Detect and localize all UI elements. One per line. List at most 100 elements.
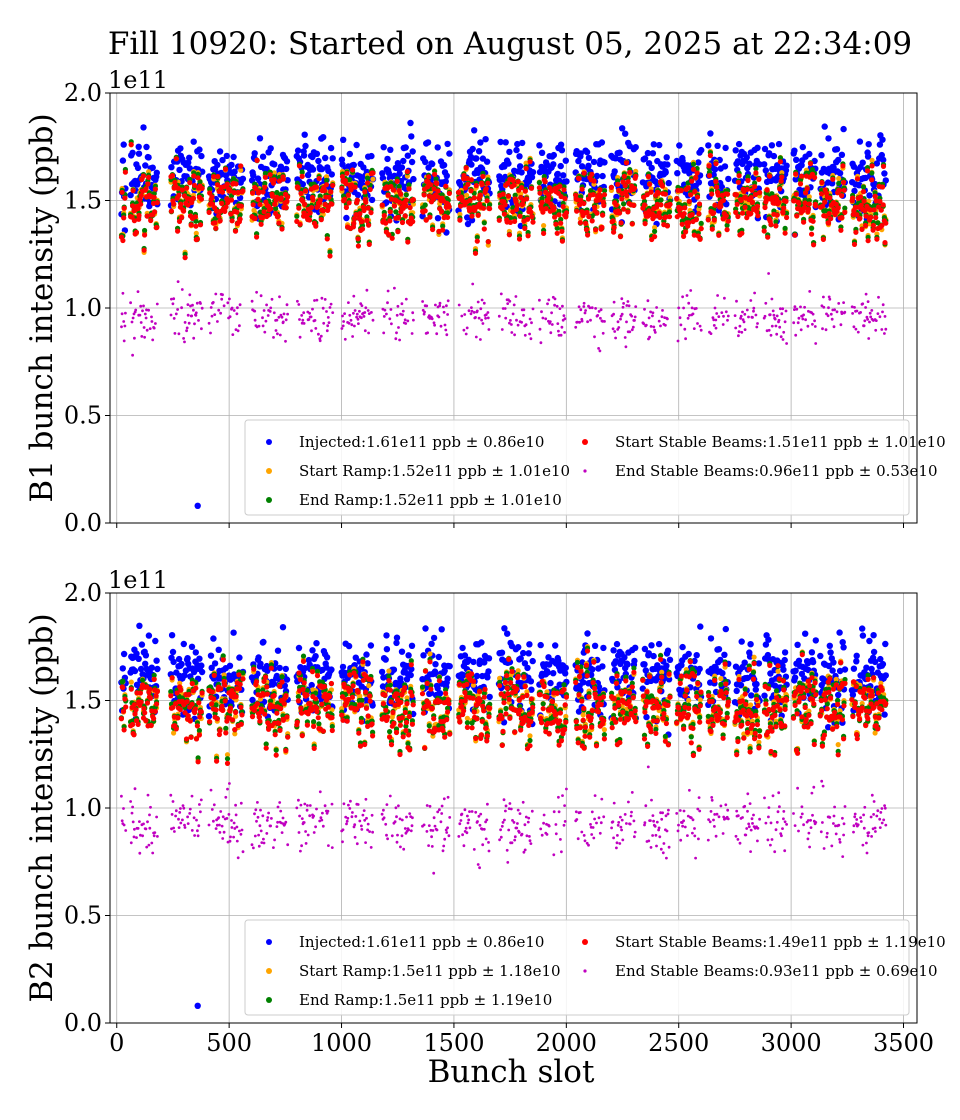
- b1-point-injected: [134, 181, 141, 188]
- b1-point-start-stable: [233, 181, 239, 187]
- b1-point-start-stable: [679, 221, 685, 227]
- b1-point-injected: [145, 154, 152, 161]
- b1-point-start-stable: [611, 225, 617, 231]
- b1-point-end-stable: [510, 331, 514, 334]
- b1-point-end-stable: [301, 318, 305, 322]
- b1-point-injected: [825, 135, 832, 142]
- b2-point-injected: [207, 652, 215, 659]
- b1-point-end-stable: [558, 307, 562, 310]
- b1-point-injected: [300, 152, 308, 159]
- b1-point-start-stable: [480, 205, 487, 211]
- b1-point-injected: [129, 149, 136, 156]
- b1-point-start-stable: [367, 186, 373, 193]
- b1-point-start-stable: [322, 188, 328, 194]
- b1-point-start-stable: [739, 230, 745, 236]
- b1-point-end-stable: [172, 317, 176, 320]
- b1-point-injected: [471, 127, 478, 134]
- b2-point-injected: [478, 639, 485, 646]
- b2-point-injected: [504, 630, 511, 637]
- b1-point-injected: [880, 156, 887, 164]
- b1-point-start-stable: [328, 189, 334, 195]
- b1-point-end-ramp: [294, 213, 300, 219]
- b1-point-end-stable: [767, 272, 770, 275]
- b1-point-end-stable: [351, 335, 354, 338]
- b1-point-end-stable: [522, 313, 525, 317]
- b1-point-start-stable: [711, 210, 717, 216]
- b1-point-start-stable: [585, 232, 591, 238]
- b2-point-injected: [435, 653, 442, 661]
- b1-point-start-stable: [735, 179, 742, 185]
- b1-point-start-stable: [252, 215, 258, 222]
- b1-point-end-stable: [822, 295, 825, 299]
- b1-point-start-stable: [224, 181, 230, 187]
- b1-point-end-stable: [445, 304, 448, 308]
- b2-point-injected: [525, 650, 532, 657]
- b1-point-start-stable: [802, 200, 808, 206]
- b2-point-injected: [470, 658, 477, 666]
- b1-point-end-stable: [235, 312, 239, 316]
- b1-point-start-stable: [647, 181, 653, 187]
- b1-point-injected: [538, 149, 546, 156]
- b1-point-end-stable: [382, 315, 386, 318]
- b1-point-end-stable: [433, 323, 436, 327]
- b1-point-end-stable: [557, 329, 560, 333]
- b1-point-end-stable: [763, 314, 767, 318]
- b1-point-end-stable: [386, 289, 390, 293]
- b1-point-start-stable: [135, 205, 141, 212]
- b1-point-start-ramp: [541, 223, 547, 229]
- b1-point-end-stable: [633, 315, 637, 319]
- b1-point-start-stable: [213, 225, 219, 231]
- b1-point-injected: [695, 179, 703, 186]
- b1-point-start-stable: [320, 208, 326, 214]
- b1-y-tick-label: 2.0: [64, 79, 102, 107]
- b1-point-start-stable: [693, 217, 699, 223]
- b1-point-injected: [768, 142, 776, 149]
- b1-point-end-stable: [124, 311, 127, 315]
- b1-point-end-stable: [278, 333, 282, 337]
- b1-point-start-stable: [237, 216, 243, 222]
- b1-point-start-stable: [625, 179, 631, 185]
- b1-point-injected: [404, 152, 411, 159]
- b1-point-end-stable: [878, 315, 882, 319]
- b1-point-end-stable: [550, 323, 554, 326]
- b1-point-start-stable: [563, 210, 570, 216]
- b1-point-end-stable: [467, 309, 471, 313]
- b1-point-start-stable: [559, 238, 566, 244]
- b1-point-start-stable: [841, 187, 847, 193]
- b1-point-end-stable: [811, 322, 814, 326]
- b1-point-start-stable: [434, 181, 440, 187]
- b1-point-start-stable: [666, 214, 673, 220]
- b1-point-start-stable: [198, 196, 204, 202]
- b1-point-injected: [468, 161, 475, 168]
- b1-point-start-stable: [546, 195, 552, 201]
- b1-point-end-stable: [326, 316, 330, 319]
- b1-point-start-stable: [483, 186, 489, 192]
- b1-point-end-stable: [365, 288, 369, 292]
- b1-point-start-stable: [839, 215, 845, 221]
- b2-point-injected: [526, 641, 533, 648]
- b1-point-injected: [419, 213, 426, 220]
- b1-point-end-stable: [822, 305, 826, 309]
- b1-point-injected: [222, 172, 230, 179]
- b1-point-end-stable: [143, 312, 147, 316]
- b1-point-start-stable: [379, 202, 385, 208]
- b1-point-end-stable: [698, 324, 702, 328]
- b1-point-start-ramp: [370, 176, 376, 182]
- b1-point-end-stable: [499, 292, 503, 296]
- b1-point-end-stable: [363, 329, 367, 333]
- b1-point-start-stable: [410, 197, 416, 203]
- b1-point-start-stable: [324, 236, 330, 242]
- b1-point-start-stable: [255, 196, 261, 203]
- b1-point-end-stable: [500, 328, 504, 331]
- b1-point-end-stable: [230, 306, 234, 310]
- b1-point-start-stable: [525, 216, 531, 222]
- b1-point-end-stable: [801, 317, 805, 321]
- b1-point-end-stable: [307, 318, 311, 321]
- b1-point-injected: [267, 145, 274, 152]
- b1-point-end-stable: [683, 327, 687, 331]
- b1-point-end-stable: [443, 323, 447, 327]
- b1-point-end-stable: [826, 314, 830, 318]
- b1-point-injected: [360, 164, 367, 171]
- b1-point-start-stable: [339, 185, 345, 191]
- b1-point-end-ramp: [860, 184, 867, 190]
